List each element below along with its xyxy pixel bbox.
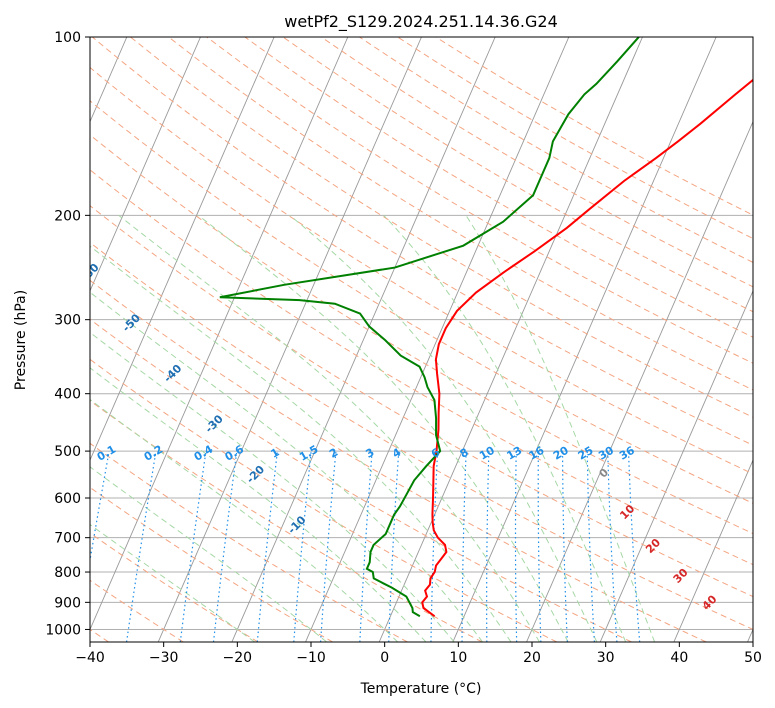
mixing-ratio-line: [90, 450, 110, 564]
x-tick-label: 40: [670, 650, 688, 666]
isotherm-line: [90, 37, 201, 293]
x-tick-label: −10: [296, 650, 326, 666]
x-tick-label: 10: [449, 650, 467, 666]
mixing-ratio-line: [388, 451, 400, 642]
isotherm-line: [90, 37, 349, 631]
dry-adiabat-line: [90, 279, 707, 642]
moist-adiabat-line: [465, 215, 656, 642]
y-tick-label: 200: [54, 208, 81, 224]
moist-adiabat-line: [289, 214, 598, 642]
mixing-ratio-line: [179, 451, 207, 642]
mixing-ratio-line: [486, 451, 490, 642]
x-tick-label: −20: [223, 650, 253, 666]
dry-adiabat-line: [90, 66, 753, 475]
temperature-profile-line: [421, 78, 753, 618]
dry-adiabat-line: [90, 486, 333, 642]
isotherm-line: [526, 120, 753, 642]
moist-adiabat-line: [90, 523, 256, 642]
moist-adiabat-line: [90, 245, 512, 642]
y-tick-label: 700: [54, 531, 81, 547]
x-tick-label: −30: [149, 650, 179, 666]
moist-adiabat-line: [383, 214, 627, 642]
x-tick-label: 0: [380, 650, 389, 666]
y-axis-label: Pressure (hPa): [13, 290, 29, 390]
y-tick-label: 300: [54, 313, 81, 329]
isotherm-line: [673, 459, 753, 642]
mixing-ratio-line: [607, 451, 618, 642]
dry-adiabat-line: [90, 134, 753, 535]
dry-adiabat-line: [168, 37, 753, 391]
moist-adiabat-line: [90, 331, 455, 642]
dry-adiabat-line: [90, 169, 753, 566]
y-tick-label: 100: [54, 30, 81, 46]
mixing-ratio-line: [514, 451, 518, 642]
y-tick-label: 800: [54, 565, 81, 581]
dry-adiabat-line: [90, 442, 408, 642]
x-axis-label: Temperature (°C): [360, 681, 482, 697]
dewpoint-profile-line: [219, 37, 640, 618]
dry-adiabat-line: [90, 100, 753, 504]
mixing-ratio-line: [430, 451, 439, 642]
dry-adiabat-line: [90, 205, 753, 598]
moist-adiabat-line: [198, 214, 569, 642]
mixing-ratio-line: [586, 451, 596, 642]
mixing-ratio-line: [320, 451, 337, 642]
x-axis: −40 −30 −20 −10 0 10 20 30 40 50: [75, 642, 762, 666]
x-tick-label: 30: [597, 650, 615, 666]
x-tick-label: 20: [523, 650, 541, 666]
isotherm-line: [378, 37, 643, 642]
x-tick-label: 50: [744, 650, 762, 666]
y-tick-label: 900: [54, 595, 81, 611]
plot-frame: [89, 36, 754, 643]
mixing-ratio-line: [537, 451, 542, 642]
moist-adiabat-line: [118, 214, 540, 642]
isotherm-line: [599, 289, 753, 642]
mixing-ratio-line: [561, 451, 568, 642]
chart-title: wetPf2_S129.2024.251.14.36.G24: [284, 12, 558, 32]
mixing-ratio-line: [293, 451, 312, 642]
dry-adiabat-line: [90, 358, 558, 642]
dry-adiabat-line: [90, 241, 753, 630]
mixing-ratio-line: [359, 451, 373, 642]
dry-adiabat-line: [90, 318, 632, 642]
isotherm-line: [90, 37, 275, 462]
mixing-ratio-line: [461, 451, 467, 642]
mixing-ratio-line: [212, 451, 238, 642]
background-lines: [90, 37, 753, 642]
y-axis: 100 200 300 400 500 600 700 800 900 1000: [45, 30, 90, 638]
dry-adiabat-line: [320, 37, 753, 288]
moist-adiabat-line: [90, 398, 398, 642]
dry-adiabat-line: [206, 37, 753, 364]
mixing-ratio-line: [627, 451, 641, 642]
sounding-profiles: [219, 37, 753, 618]
isotherm-line: [157, 37, 422, 642]
mixing-ratio-line: [125, 451, 157, 642]
mixing-ratio-line: [256, 451, 279, 642]
dry-adiabat-line: [282, 37, 753, 313]
y-tick-label: 1000: [45, 622, 81, 638]
isotherm-line: [452, 37, 717, 642]
x-tick-label: −40: [75, 650, 105, 666]
y-tick-label: 400: [54, 387, 81, 403]
dry-adiabat-label: -60: [78, 261, 101, 284]
y-tick-label: 600: [54, 491, 81, 507]
y-tick-label: 500: [54, 444, 81, 460]
isotherm-line: [231, 37, 496, 642]
